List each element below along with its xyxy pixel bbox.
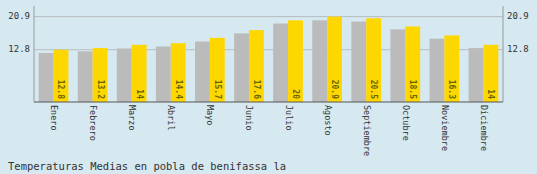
data-label: 14.4 bbox=[174, 80, 183, 99]
x-tick-label: Abril bbox=[166, 105, 176, 131]
data-label: 15.7 bbox=[213, 80, 222, 99]
y2-tick-label: 20.9 bbox=[507, 11, 529, 21]
bar bbox=[273, 24, 288, 102]
y-tick-label: 12.8 bbox=[8, 44, 30, 54]
bar bbox=[132, 45, 147, 102]
y2-axis-line bbox=[503, 6, 504, 102]
x-tick-label: Agosto bbox=[323, 105, 333, 136]
x-tick-label: Noviembre bbox=[440, 105, 450, 151]
data-label: 12.8 bbox=[56, 80, 65, 99]
x-tick-label: Junio bbox=[244, 105, 254, 131]
background bbox=[0, 0, 537, 174]
bar bbox=[430, 39, 445, 102]
bar bbox=[390, 29, 405, 102]
bars bbox=[39, 17, 499, 102]
data-label: 17.6 bbox=[252, 80, 261, 99]
bar bbox=[234, 33, 249, 102]
data-label: 14 bbox=[135, 89, 144, 99]
bar bbox=[117, 48, 132, 102]
x-tick-label: Marzo bbox=[127, 105, 137, 131]
bar bbox=[405, 26, 420, 102]
data-label: 14 bbox=[486, 89, 495, 99]
bar bbox=[78, 51, 93, 102]
grid-line bbox=[34, 16, 503, 17]
bar bbox=[288, 20, 303, 102]
x-tick-label: Enero bbox=[49, 105, 59, 131]
y-tick-label: 20.9 bbox=[8, 11, 30, 21]
x-tick-label: Septiembre bbox=[362, 105, 372, 156]
bar bbox=[54, 50, 69, 102]
bar bbox=[39, 53, 54, 102]
bar bbox=[312, 20, 327, 102]
bar bbox=[469, 48, 484, 102]
bar bbox=[93, 48, 108, 102]
bar bbox=[210, 38, 225, 102]
bar bbox=[195, 42, 210, 102]
bar bbox=[156, 46, 171, 102]
x-tick-label: Mayo bbox=[205, 105, 215, 125]
bar bbox=[249, 30, 264, 102]
title: Temperaturas Medias en pobla de benifass… bbox=[8, 160, 286, 172]
y-axis-line bbox=[34, 6, 35, 102]
chart: 12.8 12.8 20.9 20.9 12.8 13.2 14 14.4 15.7 17.6 20… bbox=[0, 0, 537, 174]
y2-tick-label: 12.8 bbox=[507, 44, 529, 54]
x-tick-label: Octubre bbox=[401, 105, 411, 141]
data-label: 20 bbox=[291, 89, 300, 99]
bar bbox=[444, 35, 459, 102]
x-tick-label: Diciembre bbox=[479, 105, 489, 151]
bar bbox=[366, 18, 381, 102]
bar bbox=[171, 43, 186, 102]
x-tick-label: Julio bbox=[284, 105, 294, 131]
x-axis-line bbox=[34, 102, 503, 103]
data-label: 20.5 bbox=[369, 80, 378, 99]
data-label: 13.2 bbox=[96, 80, 105, 99]
data-label: 20.9 bbox=[330, 80, 339, 99]
data-label: 18.5 bbox=[408, 80, 417, 99]
x-tick-label: Febrero bbox=[88, 105, 98, 141]
bar bbox=[483, 45, 498, 102]
bar bbox=[351, 22, 366, 102]
data-label: 16.3 bbox=[447, 80, 456, 99]
bar bbox=[327, 17, 342, 102]
